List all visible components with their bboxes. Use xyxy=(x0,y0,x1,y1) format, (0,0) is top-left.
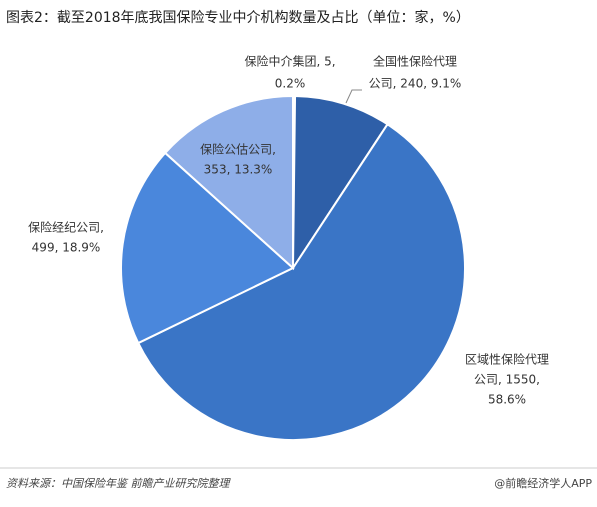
source: 资料来源：中国保险年鉴 前瞻产业研究院整理 xyxy=(6,477,231,490)
data-label: 公司, 240, 9.1% xyxy=(369,77,462,91)
chart-title: 图表2：截至2018年底我国保险专业中介机构数量及占比（单位：家，%） xyxy=(6,9,470,26)
pie-slice xyxy=(163,94,294,271)
pie-slice xyxy=(120,151,295,345)
data-label: 保险中介集团, 5, xyxy=(244,54,335,69)
data-label: 公司, 1550, xyxy=(474,373,540,387)
data-label: 全国性保险代理 xyxy=(373,54,457,69)
data-label: 353, 13.3% xyxy=(204,163,273,177)
credit: @前瞻经济学人APP xyxy=(494,476,592,490)
leader-line xyxy=(345,89,362,104)
pie-slice xyxy=(136,122,466,441)
data-label: 区域性保险代理 xyxy=(465,352,549,367)
pie-slice xyxy=(291,95,389,272)
data-label: 0.2% xyxy=(275,77,306,91)
data-label: 499, 18.9% xyxy=(32,241,101,255)
data-label: 保险经纪公司, xyxy=(28,220,104,235)
data-label: 保险公估公司, xyxy=(200,142,276,157)
data-label: 58.6% xyxy=(488,393,526,407)
